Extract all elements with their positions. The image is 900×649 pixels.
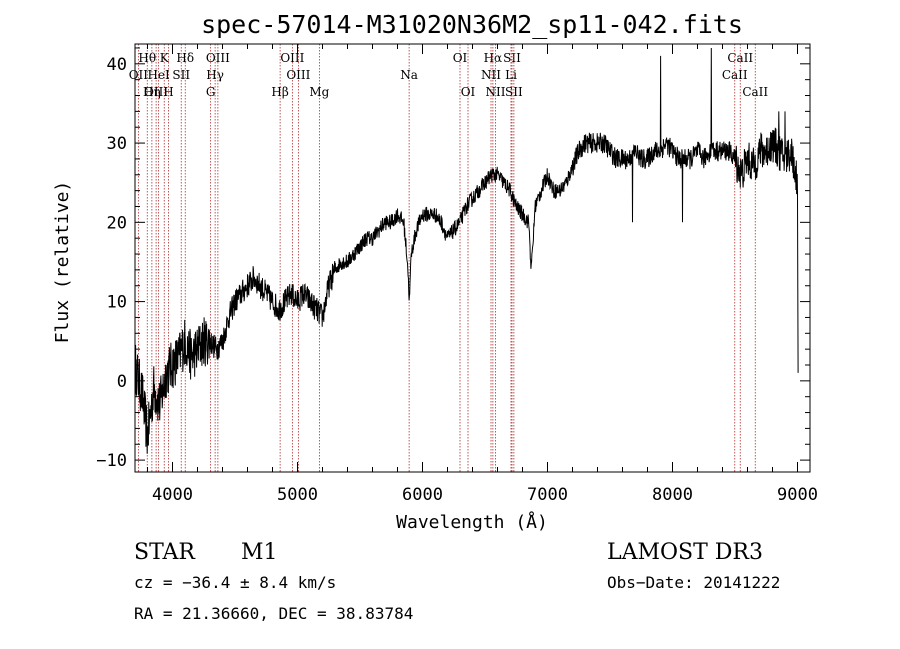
emission-line-label: Hγ xyxy=(206,68,224,82)
emission-line-label: CaII xyxy=(727,51,753,65)
x-tick-label: 6000 xyxy=(402,485,443,505)
emission-line-label: OIII xyxy=(144,85,168,99)
y-tick-label: 0 xyxy=(117,372,127,392)
plot-frame xyxy=(134,43,811,473)
emission-line-label: Hβ xyxy=(271,85,288,99)
x-tick-label: 7000 xyxy=(527,485,568,505)
axis-ticks: 4000 5000 6000 7000 8000 9000 −10 0 10 20 30 40 xyxy=(96,44,818,505)
emission-line-label: OI xyxy=(461,85,476,99)
emission-line-label: NII xyxy=(481,68,501,82)
emission-line-label: K xyxy=(160,51,170,65)
y-tick-label: 30 xyxy=(107,134,127,154)
emission-line-label: Hα xyxy=(484,51,503,65)
y-tick-label: 40 xyxy=(107,55,127,75)
emission-line-label: OIII xyxy=(206,51,230,65)
x-tick-label: 5000 xyxy=(277,485,318,505)
spectrum-series xyxy=(134,47,799,454)
emission-line-label: G xyxy=(206,85,216,99)
emission-line-label: Na xyxy=(400,68,418,82)
y-axis-label: Flux (relative) xyxy=(52,181,73,344)
emission-line-label: NII xyxy=(486,85,506,99)
emission-line-label: CaII xyxy=(742,85,768,99)
emission-line-label: SII xyxy=(172,68,190,82)
emission-line-label: Li xyxy=(505,68,517,82)
redshift-velocity: cz = −36.4 ± 8.4 km/s xyxy=(134,573,336,592)
emission-line-label: H xyxy=(163,85,173,99)
y-tick-label: 20 xyxy=(107,213,127,233)
coordinates: RA = 21.36660, DEC = 38.83784 xyxy=(134,604,413,623)
emission-line-label: SII xyxy=(505,85,523,99)
emission-line-label: OIII xyxy=(280,51,304,65)
spectrum-line xyxy=(134,47,799,454)
x-axis-label: Wavelength (Å) xyxy=(396,511,548,533)
emission-line-label: SII xyxy=(503,51,521,65)
emission-line-label: Hη xyxy=(143,85,161,99)
emission-line-label: Hθ xyxy=(138,51,156,65)
emission-line-label: Hδ xyxy=(176,51,194,65)
chart-title: spec-57014-M31020N36M2_sp11-042.fits xyxy=(201,10,743,39)
object-class: STAR xyxy=(134,540,196,565)
x-tick-label: 4000 xyxy=(152,485,193,505)
x-tick-label: 8000 xyxy=(652,485,693,505)
emission-line-label: OII xyxy=(129,68,149,82)
x-tick-label: 9000 xyxy=(777,485,818,505)
object-subclass: M1 xyxy=(241,540,278,565)
y-tick-label: −10 xyxy=(96,451,127,471)
survey-name: LAMOST DR3 xyxy=(607,540,763,565)
emission-line-label: Mg xyxy=(309,85,329,99)
emission-line-label: CaII xyxy=(722,68,748,82)
emission-line-label: HeI xyxy=(147,68,170,82)
observation-date: Obs−Date: 20141222 xyxy=(607,573,780,592)
y-tick-label: 10 xyxy=(107,293,127,313)
emission-line-label: OIII xyxy=(286,68,310,82)
emission-line-label: OI xyxy=(453,51,468,65)
